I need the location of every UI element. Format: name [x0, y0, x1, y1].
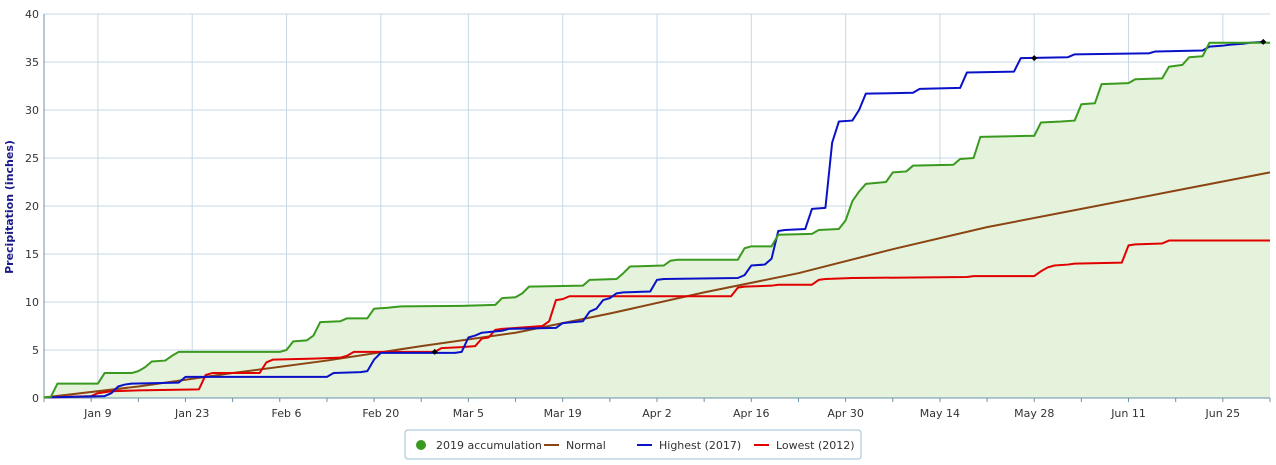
y-tick-label: 10: [25, 296, 39, 309]
axes: [43, 14, 1271, 402]
legend-box: [404, 429, 862, 460]
series-line-normal: [43, 171, 1271, 399]
y-tick-label: 25: [25, 152, 39, 165]
series-line-highest-2017: [43, 40, 1264, 399]
y-tick-label: 20: [25, 200, 39, 213]
x-tick-label: Apr 30: [827, 407, 864, 420]
x-tick-label: Feb 6: [272, 407, 302, 420]
accumulation-fill-area: [44, 42, 1270, 399]
legend-item[interactable]: Highest (2017): [637, 439, 741, 452]
x-tick-label: Apr 2: [642, 407, 672, 420]
legend-label: Highest (2017): [659, 439, 741, 452]
y-axis-title: Precipitation (inches): [3, 140, 16, 274]
y-tick-label: 5: [32, 344, 39, 357]
series-lines: [43, 40, 1271, 399]
legend-item[interactable]: 2019 accumulation: [416, 439, 542, 452]
legend-label: 2019 accumulation: [436, 439, 542, 452]
series-markers: [431, 38, 1267, 355]
series-marker: [431, 348, 438, 355]
y-tick-label: 30: [25, 104, 39, 117]
x-tick-label: Jun 11: [1110, 407, 1146, 420]
x-tick-label: Mar 5: [453, 407, 484, 420]
x-tick-label: Apr 16: [733, 407, 770, 420]
series-marker: [1031, 55, 1038, 62]
legend-swatch: [416, 440, 426, 450]
legend-label: Lowest (2012): [776, 439, 855, 452]
chart-legend: 2019 accumulation Normal Highest (2017) Low…: [404, 429, 862, 460]
legend-label: Normal: [566, 439, 606, 452]
legend-item[interactable]: Normal: [544, 439, 606, 452]
x-tick-label: Mar 19: [544, 407, 582, 420]
x-tick-label: Jan 9: [83, 407, 111, 420]
legend-item[interactable]: Lowest (2012): [754, 439, 855, 452]
x-tick-label: May 28: [1014, 407, 1054, 420]
y-tick-label: 35: [25, 56, 39, 69]
series-line-lowest-2012: [43, 239, 1270, 399]
x-tick-label: Jun 25: [1205, 407, 1241, 420]
y-axis-ticks: 0 5 10 15 20 25 30 35 40: [25, 8, 39, 405]
x-tick-label: Jan 23: [174, 407, 209, 420]
x-axis-ticks: Jan 9 Jan 23 Feb 6 Feb 20 Mar 5 Mar 19 Apr 2 Ap…: [83, 407, 1240, 420]
accumulation-area: [44, 42, 1270, 399]
y-tick-label: 15: [25, 248, 39, 261]
series-line-2019-accumulation: [43, 41, 1270, 399]
x-tick-label: May 14: [920, 407, 960, 420]
y-tick-label: 0: [32, 392, 39, 405]
series-marker: [1260, 38, 1267, 45]
y-tick-label: 40: [25, 8, 39, 21]
x-tick-label: Feb 20: [362, 407, 399, 420]
